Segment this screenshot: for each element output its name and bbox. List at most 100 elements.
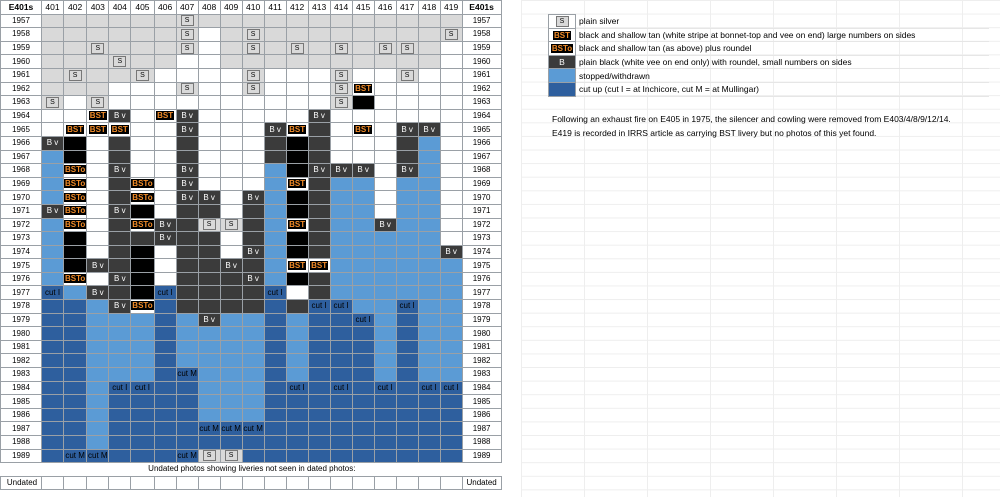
livery-cell xyxy=(219,13,243,29)
year-label-right: 1966 xyxy=(461,135,502,151)
livery-cell xyxy=(263,353,287,369)
livery-cell xyxy=(219,176,243,192)
livery-cell: BSTo xyxy=(62,217,88,233)
column-header-419: 419 xyxy=(439,0,463,15)
livery-cell xyxy=(241,258,265,273)
livery-cell xyxy=(197,407,221,423)
livery-cell xyxy=(285,394,309,409)
column-header-410: 410 xyxy=(241,0,265,15)
livery-cell xyxy=(219,244,243,260)
livery-cell xyxy=(373,13,397,29)
year-label-right: 1969 xyxy=(461,176,502,192)
livery-cell xyxy=(153,421,177,436)
livery-cell xyxy=(263,271,287,287)
livery-cell xyxy=(241,435,265,450)
year-label-right: 1960 xyxy=(461,54,502,69)
year-label-right: 1978 xyxy=(461,299,502,314)
livery-cell xyxy=(130,353,155,369)
livery-cell xyxy=(86,54,110,69)
livery-cell xyxy=(130,231,155,246)
livery-cell xyxy=(263,54,287,69)
livery-cell xyxy=(263,95,287,110)
livery-cell xyxy=(130,203,155,219)
undated-row: Undated Undated xyxy=(0,475,502,491)
livery-cell xyxy=(130,108,155,124)
livery-cell xyxy=(130,285,155,301)
livery-cell xyxy=(263,244,287,260)
year-label: 1960 xyxy=(0,54,42,69)
livery-cell: BSTo xyxy=(130,299,155,314)
livery-cell xyxy=(219,122,243,137)
livery-cell xyxy=(86,339,110,355)
livery-cell xyxy=(130,244,155,260)
livery-cell xyxy=(439,163,463,178)
year-label: 1965 xyxy=(0,122,42,137)
undated-cell xyxy=(153,475,177,491)
livery-cell xyxy=(175,231,199,246)
livery-cell xyxy=(197,176,221,192)
livery-cell: cut I xyxy=(329,380,353,396)
livery-cell xyxy=(373,353,397,369)
livery-cell: B v xyxy=(263,122,287,137)
livery-cell: cut I xyxy=(41,285,64,301)
livery-cell xyxy=(395,326,419,341)
livery-cell xyxy=(329,407,353,423)
bsto-label: BSTo xyxy=(64,206,86,216)
livery-cell xyxy=(285,95,309,110)
livery-cell xyxy=(130,40,155,56)
livery-cell xyxy=(41,258,64,273)
year-label-right: 1977 xyxy=(461,285,502,301)
legend-row: cut up (cut I = at Inchicore, cut M = at… xyxy=(548,81,989,97)
livery-cell: B v xyxy=(395,163,419,178)
livery-cell xyxy=(41,421,64,436)
year-label: 1969 xyxy=(0,176,42,192)
livery-cell xyxy=(263,81,287,97)
table-row: 1961 S S S S S 1961 xyxy=(0,67,502,83)
livery-cell xyxy=(395,13,419,29)
livery-cell xyxy=(86,135,110,151)
livery-cell xyxy=(241,407,265,423)
livery-cell xyxy=(197,95,221,110)
livery-cell: cut I xyxy=(395,299,419,314)
livery-cell xyxy=(197,122,221,137)
livery-cell xyxy=(130,95,155,110)
livery-cell xyxy=(197,81,221,97)
livery-cell: S xyxy=(241,40,265,56)
livery-cell xyxy=(351,407,375,423)
silver-marker: S xyxy=(378,42,392,54)
livery-cell xyxy=(175,435,199,450)
livery-cell xyxy=(153,407,177,423)
table-row: 1985 1985 xyxy=(0,394,502,409)
livery-cell xyxy=(41,339,64,355)
livery-cell xyxy=(175,339,199,355)
livery-cell: cut M xyxy=(219,421,243,436)
livery-cell xyxy=(439,326,463,341)
silver-marker: S xyxy=(246,42,260,54)
table-row: 1967 1967 xyxy=(0,149,502,165)
livery-cell xyxy=(417,435,441,450)
bst-label: BST xyxy=(66,124,85,134)
livery-cell: B v xyxy=(108,203,132,219)
livery-cell xyxy=(197,299,221,314)
livery-cell xyxy=(86,203,110,219)
livery-cell: BST xyxy=(86,108,110,124)
livery-cell: S xyxy=(175,40,199,56)
livery-cell: B v xyxy=(108,271,132,287)
livery-cell: S xyxy=(329,67,353,83)
undated-cell xyxy=(439,475,463,491)
year-label: 1971 xyxy=(0,203,42,219)
livery-cell xyxy=(417,353,441,369)
livery-cell xyxy=(351,108,375,124)
header-left: E401s xyxy=(0,0,42,15)
livery-cell xyxy=(175,407,199,423)
notes: Following an exhaust fire on E405 in 197… xyxy=(552,112,992,140)
undated-label-right: Undated xyxy=(461,475,502,491)
livery-cell xyxy=(197,163,221,178)
livery-cell xyxy=(241,176,265,192)
livery-cell xyxy=(130,13,155,29)
livery-cell xyxy=(62,407,88,423)
livery-cell: B v xyxy=(373,217,397,233)
